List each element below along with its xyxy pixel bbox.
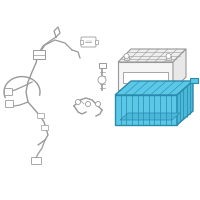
Bar (37, 113, 44, 118)
Bar (124, 56, 129, 60)
Circle shape (124, 53, 129, 58)
Polygon shape (115, 95, 177, 125)
FancyBboxPatch shape (32, 158, 42, 164)
FancyBboxPatch shape (4, 88, 12, 96)
Circle shape (86, 102, 90, 106)
FancyBboxPatch shape (6, 100, 14, 108)
Bar (80, 40, 83, 44)
Bar (41, 125, 48, 130)
FancyBboxPatch shape (33, 50, 45, 59)
Bar (166, 56, 171, 60)
Polygon shape (177, 81, 193, 125)
Polygon shape (173, 49, 186, 90)
Circle shape (76, 99, 80, 104)
Polygon shape (190, 78, 198, 83)
Bar (95, 40, 98, 44)
FancyBboxPatch shape (81, 37, 96, 47)
Circle shape (98, 76, 106, 84)
Polygon shape (120, 113, 180, 120)
Polygon shape (115, 81, 193, 95)
Polygon shape (118, 62, 173, 90)
Polygon shape (118, 49, 186, 62)
Circle shape (166, 53, 171, 58)
Circle shape (96, 102, 101, 106)
Bar (123, 72, 168, 83)
FancyBboxPatch shape (98, 63, 106, 68)
